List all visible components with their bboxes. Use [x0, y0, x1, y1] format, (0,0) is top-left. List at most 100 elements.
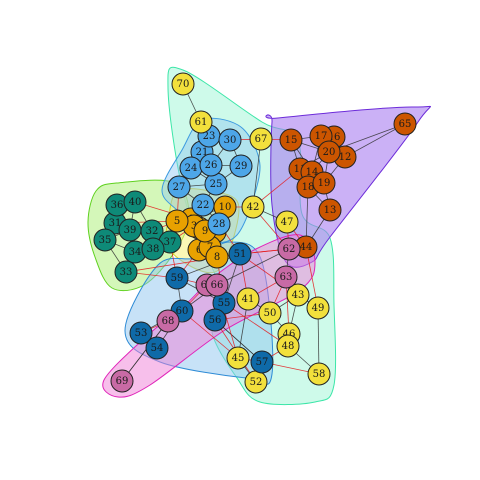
node-28[interactable]: 28 [207, 212, 231, 236]
node-38[interactable]: 38 [141, 237, 165, 261]
node-57[interactable]: 57 [250, 350, 274, 374]
node-label: 58 [313, 369, 326, 380]
node-8[interactable]: 8 [205, 245, 229, 269]
node-70[interactable]: 70 [171, 72, 195, 96]
node-51[interactable]: 51 [228, 242, 252, 266]
node-label: 65 [399, 119, 412, 130]
node-69[interactable]: 69 [110, 369, 134, 393]
node-label: 10 [219, 202, 232, 213]
node-47[interactable]: 47 [275, 210, 299, 234]
node-label: 26 [205, 160, 218, 171]
node-label: 27 [173, 182, 186, 193]
node-20[interactable]: 20 [317, 140, 341, 164]
node-45[interactable]: 45 [226, 346, 250, 370]
node-label: 18 [302, 182, 315, 193]
node-54[interactable]: 54 [145, 336, 169, 360]
node-circle [129, 321, 153, 345]
node-25[interactable]: 25 [204, 172, 228, 196]
node-26[interactable]: 26 [199, 153, 223, 177]
node-42[interactable]: 42 [241, 195, 265, 219]
node-35[interactable]: 35 [93, 228, 117, 252]
node-65[interactable]: 65 [393, 112, 417, 136]
node-label: 33 [120, 267, 133, 278]
node-circle [207, 212, 231, 236]
node-label: 23 [203, 131, 216, 142]
node-label: 49 [312, 303, 325, 314]
node-circle [306, 296, 330, 320]
node-circle [165, 266, 189, 290]
node-15[interactable]: 15 [279, 128, 303, 152]
node-68[interactable]: 68 [156, 309, 180, 333]
node-circle [93, 228, 117, 252]
node-5[interactable]: 5 [165, 209, 189, 233]
node-63[interactable]: 63 [274, 265, 298, 289]
node-41[interactable]: 41 [236, 287, 260, 311]
node-label: 3 [191, 221, 197, 232]
node-circle [199, 153, 223, 177]
node-label: 66 [211, 280, 224, 291]
node-circle [167, 175, 191, 199]
node-30[interactable]: 30 [218, 128, 242, 152]
node-label: 59 [171, 273, 184, 284]
community-hull-purple [265, 105, 432, 268]
node-circle [205, 245, 229, 269]
node-43[interactable]: 43 [286, 283, 310, 307]
node-59[interactable]: 59 [165, 266, 189, 290]
node-67[interactable]: 67 [249, 127, 273, 151]
node-40[interactable]: 40 [123, 190, 147, 214]
node-label: 7 [207, 242, 213, 253]
node-62[interactable]: 62 [277, 237, 301, 261]
node-circle [249, 127, 273, 151]
node-label: 40 [129, 197, 142, 208]
node-52[interactable]: 52 [244, 370, 268, 394]
node-circle [171, 72, 195, 96]
node-circle [123, 190, 147, 214]
node-29[interactable]: 29 [229, 154, 253, 178]
node-circle [141, 237, 165, 261]
node-label: 45 [232, 353, 245, 364]
node-19[interactable]: 19 [312, 171, 336, 195]
node-label: 21 [196, 147, 209, 158]
node-label: 31 [109, 218, 122, 229]
node-48[interactable]: 48 [276, 334, 300, 358]
node-53[interactable]: 53 [129, 321, 153, 345]
node-label: 32 [146, 226, 159, 237]
node-label: 47 [281, 217, 294, 228]
node-label: 63 [280, 272, 293, 283]
node-50[interactable]: 50 [258, 301, 282, 325]
node-label: 38 [147, 244, 160, 255]
node-circle [279, 128, 303, 152]
node-label: 14 [306, 167, 319, 178]
node-24[interactable]: 24 [179, 156, 203, 180]
node-33[interactable]: 33 [114, 260, 138, 284]
node-label: 6 [196, 245, 202, 256]
node-circle [277, 237, 301, 261]
node-44[interactable]: 44 [294, 235, 318, 259]
node-label: 35 [99, 235, 112, 246]
node-label: 13 [324, 205, 337, 216]
node-56[interactable]: 56 [203, 308, 227, 332]
node-label: 12 [339, 152, 352, 163]
node-13[interactable]: 13 [318, 198, 342, 222]
node-circle [312, 171, 336, 195]
node-circle [228, 242, 252, 266]
node-circle [274, 265, 298, 289]
node-label: 30 [224, 135, 237, 146]
node-circle [114, 260, 138, 284]
node-label: 16 [328, 132, 341, 143]
node-circle [229, 154, 253, 178]
node-circle [118, 218, 142, 242]
node-27[interactable]: 27 [167, 175, 191, 199]
node-49[interactable]: 49 [306, 296, 330, 320]
node-circle [236, 287, 260, 311]
node-58[interactable]: 58 [307, 362, 331, 386]
node-label: 41 [242, 294, 255, 305]
node-circle [205, 273, 229, 297]
node-66[interactable]: 66 [205, 273, 229, 297]
node-22[interactable]: 22 [191, 193, 215, 217]
node-label: 60 [176, 306, 189, 317]
node-label: 69 [116, 376, 129, 387]
node-39[interactable]: 39 [118, 218, 142, 242]
node-61[interactable]: 61 [189, 110, 213, 134]
node-circle [165, 209, 189, 233]
